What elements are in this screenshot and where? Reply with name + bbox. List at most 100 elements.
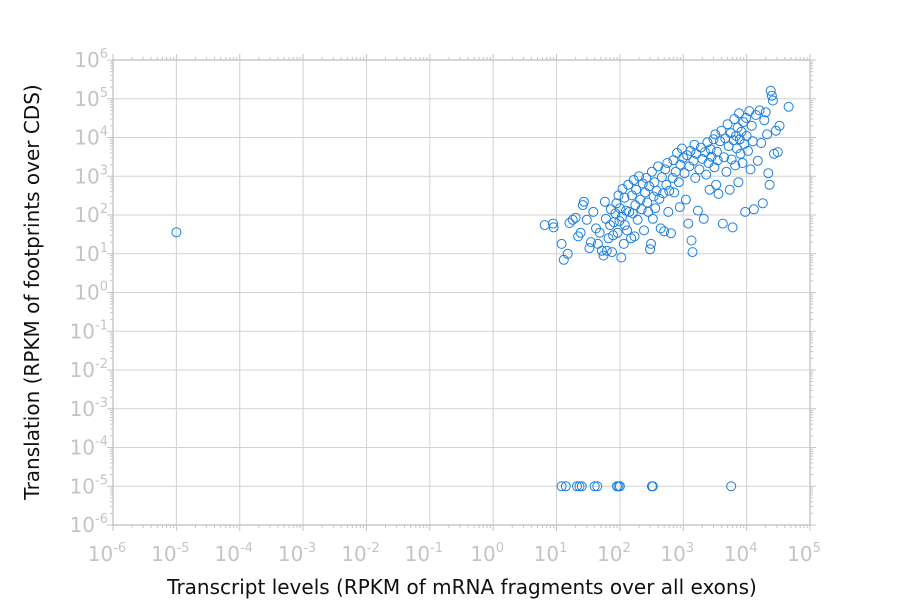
scatter-point <box>752 155 763 166</box>
scatter-point <box>629 231 640 242</box>
scatter-point <box>726 481 737 492</box>
scatter-point <box>734 108 745 119</box>
scatter-point <box>619 192 630 203</box>
scatter-point <box>631 184 642 195</box>
scatter-point <box>664 185 675 196</box>
x-tick-label: 10-3 <box>278 541 316 566</box>
scatter-point <box>658 188 669 199</box>
scatter-point <box>645 244 656 255</box>
scatter-point <box>729 114 740 124</box>
y-tick-label: 10-3 <box>70 396 108 421</box>
scatter-point <box>647 213 658 224</box>
scatter-point <box>692 205 703 216</box>
scatter-point <box>760 107 771 118</box>
scatter-point <box>674 202 685 213</box>
scatter-point <box>574 481 585 492</box>
scatter-point <box>764 179 775 190</box>
scatter-point <box>706 151 717 162</box>
scatter-point <box>642 197 653 208</box>
scatter-point <box>654 193 665 204</box>
scatter-point <box>618 238 629 249</box>
scatter-point <box>725 128 736 139</box>
scatter-point <box>748 204 759 215</box>
scatter-point <box>640 187 651 198</box>
scatter-point <box>690 173 701 183</box>
scatter-point <box>747 136 758 147</box>
y-tick-label: 104 <box>74 125 108 150</box>
x-tick-label: 103 <box>660 541 694 566</box>
scatter-point <box>647 481 658 492</box>
scatter-point <box>626 233 637 244</box>
scatter-point <box>716 125 727 136</box>
scatter-point <box>754 105 765 116</box>
scatter-point <box>711 179 722 190</box>
scatter-point <box>630 200 641 211</box>
scatter-point <box>659 226 670 237</box>
scatter-point <box>539 220 550 231</box>
scatter-point <box>741 112 752 123</box>
scatter-point <box>727 222 738 233</box>
scatter-point <box>556 238 567 249</box>
y-tick-label: 102 <box>74 202 108 227</box>
scatter-point <box>655 223 666 234</box>
scatter-point <box>646 238 656 249</box>
scatter-point <box>765 85 776 96</box>
scatter-point <box>731 143 742 154</box>
scatter-point <box>715 136 725 147</box>
x-axis-title: Transcript levels (RPKM of mRNA fragment… <box>166 575 757 599</box>
scatter-point <box>575 227 586 238</box>
y-tick-label: 101 <box>74 241 108 266</box>
scatter-point <box>632 214 643 225</box>
scatter-point <box>653 161 664 172</box>
y-tick-label: 103 <box>74 163 108 188</box>
scatter-point <box>698 213 709 224</box>
scatter-point <box>662 158 673 168</box>
scatter-point <box>572 481 582 492</box>
scatter-point <box>635 194 646 205</box>
scatter-point <box>756 138 767 148</box>
x-tick-label: 101 <box>534 541 568 566</box>
y-tick-label: 106 <box>74 47 108 72</box>
scatter-point <box>614 481 625 492</box>
x-tick-label: 104 <box>724 541 758 566</box>
scatter-point <box>594 227 605 238</box>
scatter-point <box>592 481 603 492</box>
scatter-point <box>607 247 617 258</box>
scatter-point <box>586 237 596 248</box>
scatter-point <box>683 218 694 229</box>
scatter-point <box>589 481 600 492</box>
scatter-point <box>763 168 774 179</box>
x-tick-labels: 10-6 10-5 10-4 10-3 10-2 10-1 100 101 102 103 104 1… <box>88 541 821 566</box>
scatter-point <box>710 129 721 140</box>
scatter-point <box>596 245 607 256</box>
scatter-point <box>650 203 661 214</box>
scatter-point <box>548 218 558 229</box>
scatter-point <box>601 245 612 256</box>
scatter-point <box>708 134 719 145</box>
scatter-point <box>737 158 748 168</box>
scatter-point <box>622 225 633 236</box>
scatter-point <box>686 235 697 246</box>
scatter-point <box>613 190 624 201</box>
scatter-point <box>767 95 778 106</box>
scatter-point <box>723 141 734 152</box>
y-axis-title: Translation (RPKM of footprints over CDS… <box>20 84 44 500</box>
scatter-point <box>588 206 599 217</box>
scatter-point <box>562 248 573 259</box>
scatter-point <box>611 198 622 209</box>
scatter-point <box>599 196 610 207</box>
scatter-point <box>746 120 757 131</box>
scatter-point <box>733 177 744 188</box>
scatter-point <box>783 101 794 112</box>
y-tick-labels: 10-6 10-5 10-4 10-3 10-2 10-1 100 101 102 103 104 1… <box>70 47 108 537</box>
y-tick-label: 10-4 <box>70 435 108 460</box>
scatter-point <box>741 130 752 141</box>
scatter-point <box>548 222 559 233</box>
scatter-point <box>567 214 578 225</box>
scatter-point <box>766 90 777 101</box>
scatter-point <box>757 198 768 209</box>
scatter-point <box>704 184 715 195</box>
tick-marks <box>107 54 816 531</box>
scatter-point <box>712 155 723 166</box>
x-tick-label: 100 <box>470 541 504 566</box>
